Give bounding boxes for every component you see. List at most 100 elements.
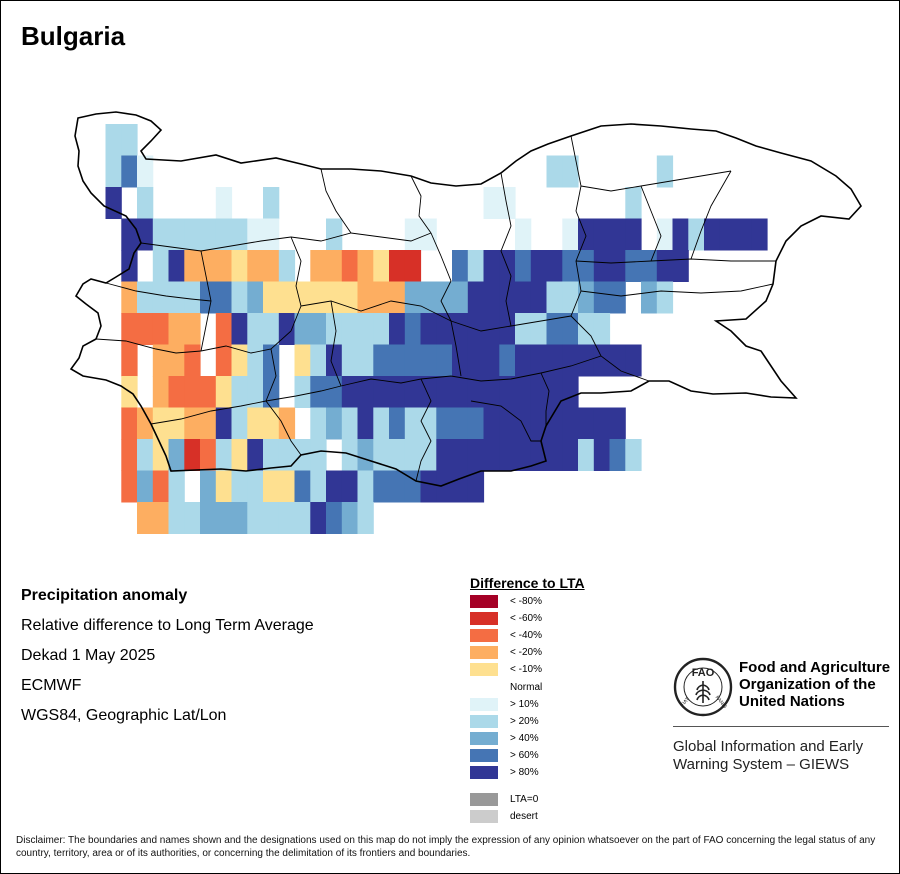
anomaly-cell <box>121 439 138 471</box>
legend-item: Normal <box>470 681 542 694</box>
anomaly-cell <box>515 407 532 440</box>
anomaly-cell <box>609 281 626 314</box>
anomaly-cell <box>231 439 248 471</box>
anomaly-cell <box>404 313 422 345</box>
anomaly-cell <box>326 218 343 251</box>
anomaly-cell <box>436 281 453 314</box>
anomaly-cell <box>231 344 248 377</box>
anomaly-cell <box>530 250 548 282</box>
anomaly-cell <box>310 313 327 345</box>
anomaly-cell <box>515 281 532 314</box>
anomaly-cell <box>278 470 296 503</box>
anomaly-cell <box>310 250 327 282</box>
legend-label: < -20% <box>510 647 542 658</box>
anomaly-cell <box>436 376 453 408</box>
anomaly-cell <box>483 344 500 377</box>
anomaly-cell <box>593 439 611 471</box>
anomaly-cell <box>404 250 422 282</box>
anomaly-cell <box>137 187 154 219</box>
anomaly-cell <box>231 250 248 282</box>
legend-label: < -40% <box>510 630 542 641</box>
anomaly-cell <box>121 218 138 251</box>
anomaly-cell <box>389 344 406 377</box>
anomaly-cell <box>467 376 485 408</box>
anomaly-cell <box>137 155 154 188</box>
anomaly-cell <box>656 155 674 188</box>
anomaly-cell <box>278 407 296 440</box>
anomaly-cell <box>499 407 516 440</box>
anomaly-cell <box>688 218 705 251</box>
anomaly-cell <box>515 250 532 282</box>
anomaly-cell <box>357 407 374 440</box>
anomaly-cell <box>215 218 233 251</box>
anomaly-cell <box>341 470 359 503</box>
anomaly-cell <box>152 439 170 471</box>
anomaly-cell <box>357 281 374 314</box>
fao-name-line2: Organization of the <box>739 676 876 693</box>
anomaly-cell <box>562 281 579 314</box>
legend-label: Normal <box>510 682 543 693</box>
anomaly-cell <box>200 502 217 534</box>
map-info: Precipitation anomaly Relative differenc… <box>21 581 314 731</box>
anomaly-cell <box>452 281 469 314</box>
legend-swatch <box>470 681 498 694</box>
anomaly-cell <box>152 470 170 503</box>
info-heading: Precipitation anomaly <box>21 587 188 604</box>
anomaly-cell <box>310 376 327 408</box>
fao-name-line3: United Nations <box>739 693 845 710</box>
anomaly-cell <box>231 376 248 408</box>
anomaly-cell <box>562 376 579 408</box>
anomaly-cell <box>546 155 563 188</box>
anomaly-cell <box>452 470 469 503</box>
anomaly-cell <box>231 470 248 503</box>
anomaly-cell <box>247 313 264 345</box>
anomaly-cell <box>672 250 689 282</box>
anomaly-cell <box>483 376 500 408</box>
anomaly-cell <box>247 407 264 440</box>
anomaly-cell <box>326 376 343 408</box>
anomaly-cell <box>310 502 327 534</box>
anomaly-cell <box>310 470 327 503</box>
anomaly-cell <box>546 439 563 471</box>
anomaly-cell <box>641 281 658 314</box>
anomaly-cell <box>641 250 658 282</box>
anomaly-cell <box>404 407 422 440</box>
legend-item: < -60% <box>470 612 542 625</box>
anomaly-cell <box>247 439 264 471</box>
anomaly-cell <box>420 439 437 471</box>
anomaly-cell <box>152 376 170 408</box>
legend-item: > 10% <box>470 698 539 711</box>
info-period: Dekad 1 May 2025 <box>21 647 156 664</box>
legend-label: > 20% <box>510 716 539 727</box>
anomaly-cell <box>215 250 233 282</box>
giews-line2: Warning System – GIEWS <box>673 756 850 773</box>
anomaly-cell <box>625 250 642 282</box>
legend-swatch <box>470 749 498 762</box>
anomaly-cell <box>420 407 437 440</box>
anomaly-cell <box>215 470 233 503</box>
anomaly-cell <box>121 281 138 314</box>
anomaly-cell <box>515 344 532 377</box>
anomaly-cell <box>751 218 768 251</box>
anomaly-cell <box>515 439 532 471</box>
anomaly-cell <box>373 407 390 440</box>
anomaly-cell <box>341 313 359 345</box>
anomaly-cell <box>436 313 453 345</box>
anomaly-cell <box>121 155 138 188</box>
anomaly-cell <box>357 470 374 503</box>
anomaly-cell <box>184 502 201 534</box>
anomaly-cell <box>184 313 201 345</box>
country-outline <box>69 111 862 487</box>
anomaly-cell <box>404 344 422 377</box>
anomaly-cell <box>357 313 374 345</box>
info-source: ECMWF <box>21 677 82 694</box>
legend-swatch <box>470 810 498 823</box>
anomaly-cell <box>389 407 406 440</box>
anomaly-cell <box>404 281 422 314</box>
anomaly-cell <box>152 250 170 282</box>
anomaly-cell <box>200 407 217 440</box>
anomaly-cell <box>200 250 217 282</box>
anomaly-cell <box>609 218 626 251</box>
anomaly-cell <box>184 250 201 282</box>
anomaly-cell <box>294 281 311 314</box>
